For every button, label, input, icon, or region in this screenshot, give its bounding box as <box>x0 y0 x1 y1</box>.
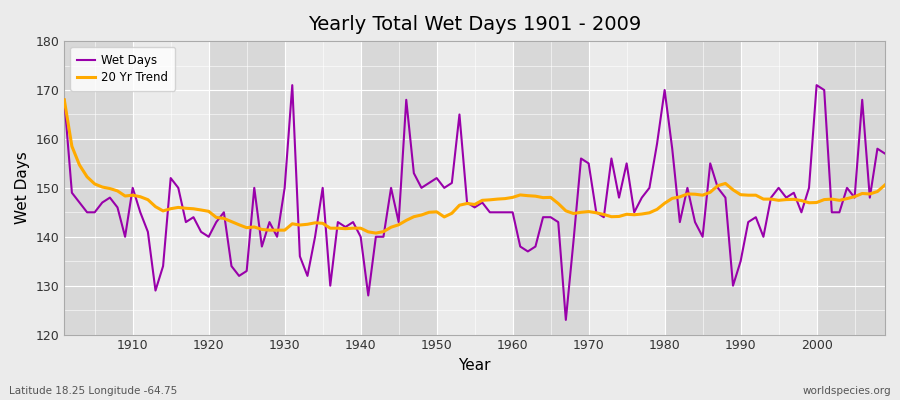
20 Yr Trend <box>371 231 382 236</box>
Wet Days <box>561 318 572 322</box>
Bar <box>664 41 741 334</box>
Bar <box>284 41 361 334</box>
Bar <box>64 41 132 334</box>
Bar <box>513 41 589 334</box>
Wet Days <box>515 244 526 249</box>
Wet Days <box>287 83 298 88</box>
Wet Days <box>120 234 130 239</box>
Line: 20 Yr Trend: 20 Yr Trend <box>64 100 885 233</box>
20 Yr Trend <box>58 98 69 102</box>
Bar <box>436 41 513 334</box>
Bar <box>741 41 816 334</box>
20 Yr Trend <box>508 195 518 200</box>
20 Yr Trend <box>332 226 343 230</box>
Wet Days <box>340 224 351 229</box>
Title: Yearly Total Wet Days 1901 - 2009: Yearly Total Wet Days 1901 - 2009 <box>308 15 642 34</box>
Bar <box>209 41 284 334</box>
20 Yr Trend <box>606 214 616 219</box>
20 Yr Trend <box>287 221 298 226</box>
Text: worldspecies.org: worldspecies.org <box>803 386 891 396</box>
Legend: Wet Days, 20 Yr Trend: Wet Days, 20 Yr Trend <box>70 47 175 91</box>
Wet Days <box>508 210 518 215</box>
20 Yr Trend <box>515 192 526 197</box>
Line: Wet Days: Wet Days <box>64 85 885 320</box>
Wet Days <box>879 151 890 156</box>
Bar <box>361 41 436 334</box>
Y-axis label: Wet Days: Wet Days <box>15 152 30 224</box>
Wet Days <box>294 254 305 259</box>
Bar <box>132 41 209 334</box>
Wet Days <box>614 195 625 200</box>
Bar <box>816 41 885 334</box>
20 Yr Trend <box>879 182 890 187</box>
20 Yr Trend <box>120 194 130 198</box>
Text: Latitude 18.25 Longitude -64.75: Latitude 18.25 Longitude -64.75 <box>9 386 177 396</box>
X-axis label: Year: Year <box>458 358 491 373</box>
Wet Days <box>58 98 69 102</box>
Bar <box>589 41 664 334</box>
